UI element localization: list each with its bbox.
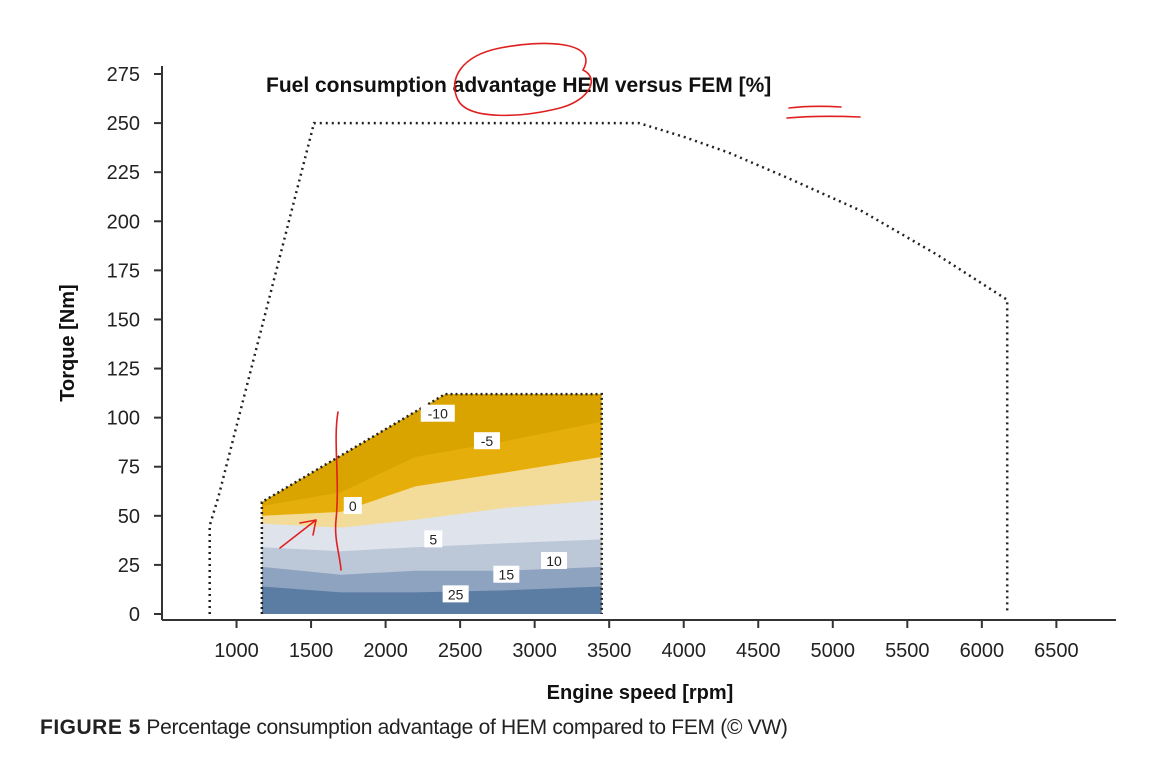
y-tick-label: 75 [118,457,140,479]
y-tick-label: 0 [129,604,140,626]
contour-label-bg [420,404,455,422]
x-tick-label: 4000 [661,640,706,662]
annotation-underline-1 [788,105,842,109]
y-tick-label: 200 [107,211,140,233]
contour-label-bg [541,551,568,569]
x-tick-label: 3000 [512,640,557,662]
y-tick-label: 150 [107,309,140,331]
contour-label: -5 [481,433,494,449]
y-tick-label: 225 [107,162,140,184]
contour-label: 0 [349,498,357,514]
contour-label: 10 [546,553,562,569]
chart-title: Fuel consumption advantage HEM versus FE… [266,74,771,97]
x-tick-label: 6000 [960,640,1005,662]
contour-label: 25 [448,586,464,602]
consumption-map [261,394,602,614]
x-tick-label: 5500 [885,640,930,662]
y-tick-label: 275 [107,64,140,86]
y-tick-label: 125 [107,359,140,381]
red-annotations [279,42,861,571]
contour-band [261,586,602,614]
annotation-underline-2 [786,115,861,119]
contour-label: 15 [499,567,515,583]
x-tick-label: 6500 [1034,640,1079,662]
figure-caption: FIGURE 5 Percentage consumption advantag… [40,716,788,740]
y-tick-label: 250 [107,113,140,135]
x-ticks: 1000 1500 2000 2500 3000 3500 4000 4500 5000 5500… [214,620,1079,662]
contour-label-bg [424,530,443,548]
contour-label-bg [343,497,362,514]
x-tick-label: 3500 [587,640,632,662]
y-tick-label: 100 [107,408,140,430]
y-ticks: 0 25 50 75 100 125 150 175 200 225 250 275 [107,64,162,626]
contour-labels: -10 -5 0 5 10 15 25 [343,404,568,603]
contour-label-bg [442,585,469,603]
y-axis-title: Torque [Nm] [57,284,79,401]
contour-label: 5 [429,531,437,547]
x-axis-title: Engine speed [rpm] [547,682,734,704]
contour-label-bg [493,565,520,583]
y-tick-label: 50 [118,506,140,528]
x-tick-label: 4500 [736,640,781,662]
x-tick-label: 2000 [363,640,408,662]
annotation-arrow [279,519,317,549]
figure-label: FIGURE 5 [40,716,141,739]
y-tick-label: 25 [118,555,140,577]
x-tick-label: 2500 [438,640,483,662]
caption-text: Percentage consumption advantage of HEM … [146,716,788,739]
contour-label-bg [473,432,500,450]
y-tick-label: 175 [107,260,140,282]
annotation-circle [453,42,593,117]
contour-label: -10 [428,406,448,422]
x-tick-label: 1000 [214,640,259,662]
x-tick-label: 5000 [811,640,856,662]
annotation-vertical-line [334,411,342,571]
x-tick-label: 1500 [289,640,334,662]
